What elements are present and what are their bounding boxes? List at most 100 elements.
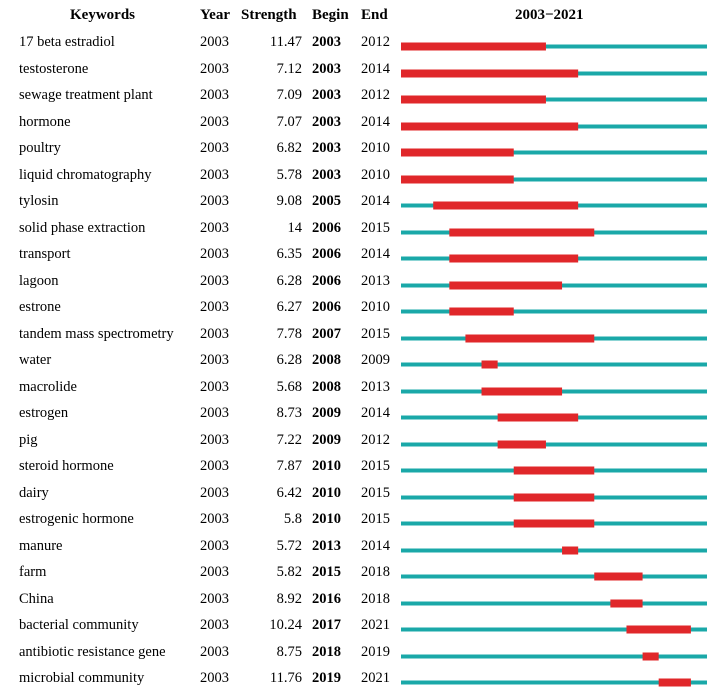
row-timeline (401, 42, 707, 51)
row-end: 2015 (361, 484, 390, 501)
header-keywords: Keywords (70, 7, 135, 23)
burst-bar (497, 413, 579, 422)
timeline-baseline (401, 654, 707, 658)
row-end: 2012 (361, 34, 390, 50)
burst-row: microbial community 2003 11.76 2019 2021 (0, 669, 727, 696)
row-year: 2003 (200, 87, 229, 103)
row-end: 2010 (361, 299, 390, 315)
burst-row: tandem mass spectrometry 2003 7.78 2007 2015 (0, 325, 727, 352)
row-timeline (401, 599, 707, 607)
row-timeline (401, 254, 707, 263)
row-begin: 2008 (312, 352, 341, 368)
row-end: 2014 (361, 113, 390, 130)
burst-bar (449, 228, 595, 236)
row-begin: 2008 (312, 378, 341, 395)
row-keyword: poultry (19, 140, 61, 156)
row-timeline (401, 625, 707, 634)
row-begin: 2010 (312, 484, 341, 501)
row-year: 2003 (200, 193, 229, 209)
row-keyword: steroid hormone (19, 458, 114, 474)
burst-bar (513, 493, 595, 501)
row-begin: 2019 (312, 670, 341, 686)
row-timeline (401, 69, 707, 77)
row-strength: 5.82 (276, 564, 302, 580)
row-end: 2014 (361, 537, 390, 554)
burst-row: steroid hormone 2003 7.87 2010 2015 (0, 457, 727, 484)
row-end: 2010 (361, 166, 390, 183)
row-strength: 10.24 (269, 617, 302, 633)
burst-bar (401, 69, 579, 77)
row-year: 2003 (200, 564, 229, 580)
row-strength: 14 (287, 219, 303, 236)
row-year: 2003 (200, 325, 229, 342)
burst-bar (513, 519, 595, 528)
burst-row: tylosin 2003 9.08 2005 2014 (0, 192, 727, 219)
row-strength: 8.75 (276, 643, 302, 660)
burst-row: poultry 2003 6.82 2003 2010 (0, 139, 727, 166)
row-end: 2013 (361, 378, 390, 395)
row-begin: 2003 (312, 113, 341, 130)
row-keyword: 17 beta estradiol (19, 34, 115, 50)
row-strength: 7.78 (276, 325, 302, 342)
row-timeline (401, 360, 707, 369)
row-strength: 11.47 (269, 34, 302, 50)
row-keyword: farm (19, 564, 47, 580)
burst-bar (610, 599, 643, 607)
row-year: 2003 (200, 378, 229, 395)
row-end: 2012 (361, 431, 390, 448)
timeline-baseline (401, 97, 707, 102)
row-strength: 6.28 (276, 352, 302, 368)
timeline-baseline (401, 362, 707, 367)
burst-bar (401, 175, 514, 183)
burst-row: bacterial community 2003 10.24 2017 2021 (0, 616, 727, 643)
row-year: 2003 (200, 643, 229, 660)
burst-bar (594, 572, 643, 581)
row-begin: 2017 (312, 617, 341, 633)
row-timeline (401, 175, 707, 183)
burst-bar (562, 546, 579, 554)
row-keyword: China (19, 590, 54, 607)
row-keyword: transport (19, 246, 71, 262)
row-year: 2003 (200, 670, 229, 686)
row-begin: 2010 (312, 511, 341, 527)
row-timeline (401, 334, 707, 342)
row-keyword: water (19, 352, 52, 368)
row-end: 2021 (361, 617, 390, 633)
row-keyword: microbial community (19, 670, 145, 686)
row-year: 2003 (200, 166, 229, 183)
timeline-baseline (401, 309, 707, 314)
burst-row: hormone 2003 7.07 2003 2014 (0, 113, 727, 140)
row-year: 2003 (200, 405, 229, 421)
row-begin: 2003 (312, 87, 341, 103)
burst-row: sewage treatment plant 2003 7.09 2003 2012 (0, 86, 727, 113)
burst-row: solid phase extraction 2003 14 2006 2015 (0, 219, 727, 246)
row-end: 2018 (361, 564, 390, 580)
row-strength: 6.82 (276, 140, 302, 156)
row-year: 2003 (200, 140, 229, 156)
row-end: 2015 (361, 219, 390, 236)
timeline-baseline (401, 150, 707, 155)
row-year: 2003 (200, 590, 229, 607)
row-strength: 7.09 (276, 87, 302, 103)
row-strength: 7.12 (276, 60, 302, 77)
row-begin: 2006 (312, 219, 341, 236)
row-strength: 5.8 (283, 511, 302, 527)
row-timeline (401, 440, 707, 448)
row-strength: 5.72 (276, 537, 302, 554)
row-strength: 6.27 (276, 299, 302, 315)
row-end: 2013 (361, 272, 390, 289)
row-begin: 2006 (312, 299, 341, 315)
row-strength: 6.35 (276, 246, 302, 262)
row-begin: 2010 (312, 458, 341, 474)
timeline-baseline (401, 680, 707, 685)
row-strength: 8.92 (276, 590, 302, 607)
burst-row: pig 2003 7.22 2009 2012 (0, 431, 727, 458)
row-year: 2003 (200, 537, 229, 554)
row-begin: 2009 (312, 431, 341, 448)
row-keyword: tandem mass spectrometry (19, 325, 174, 342)
row-year: 2003 (200, 272, 229, 289)
row-end: 2014 (361, 60, 390, 77)
burst-bar (658, 678, 691, 687)
row-begin: 2015 (312, 564, 341, 580)
